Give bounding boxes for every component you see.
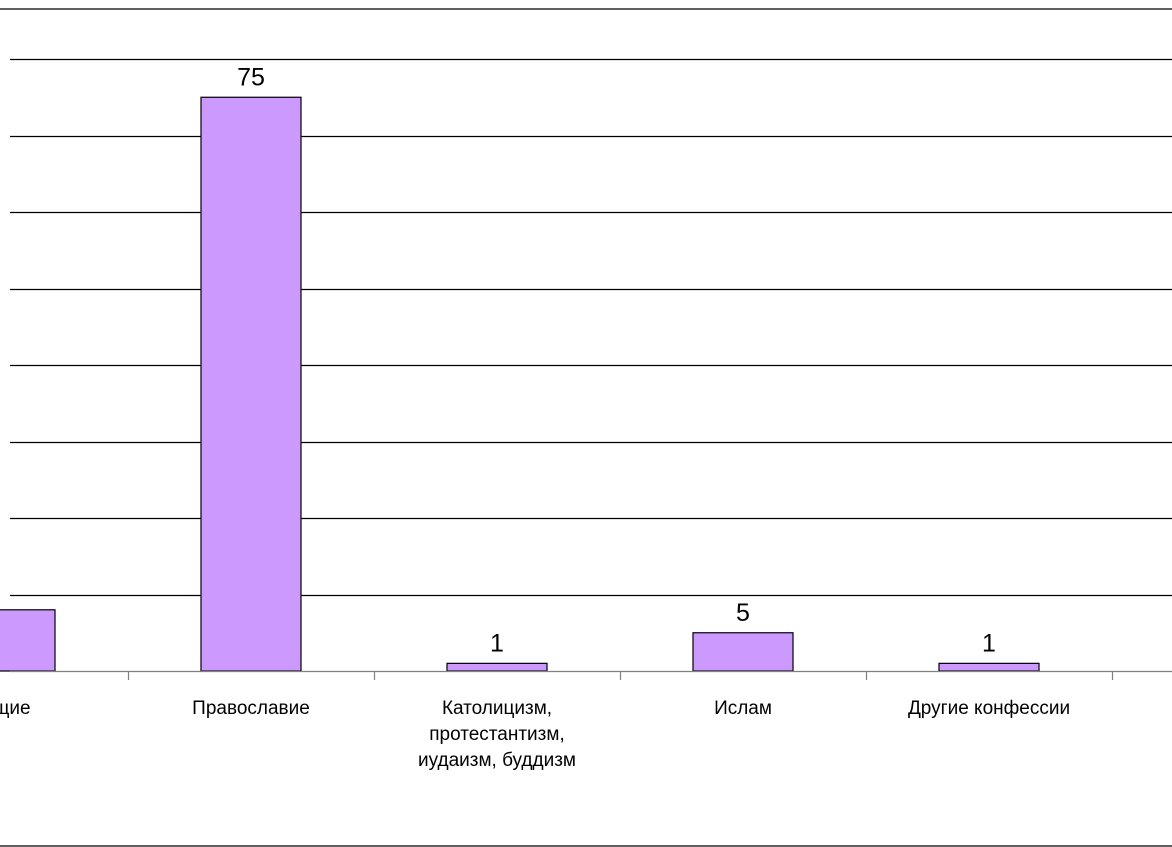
bar xyxy=(446,662,548,672)
data-label: 1 xyxy=(490,629,504,657)
bar xyxy=(692,632,794,672)
x-tick-label: Католицизм, протестантизм, иудаизм, буддиз… xyxy=(418,698,576,771)
data-label: 75 xyxy=(237,63,265,91)
bar xyxy=(938,662,1040,672)
x-tick-label: Ислам xyxy=(714,698,772,719)
x-tick-label: Другие конфессии xyxy=(908,698,1070,719)
bar xyxy=(200,96,302,672)
x-tick-label: ющие xyxy=(0,698,31,719)
bar xyxy=(0,609,56,672)
data-label: 1 xyxy=(982,629,996,657)
data-label: 5 xyxy=(736,599,750,627)
x-tick-label: Православие xyxy=(192,698,310,719)
